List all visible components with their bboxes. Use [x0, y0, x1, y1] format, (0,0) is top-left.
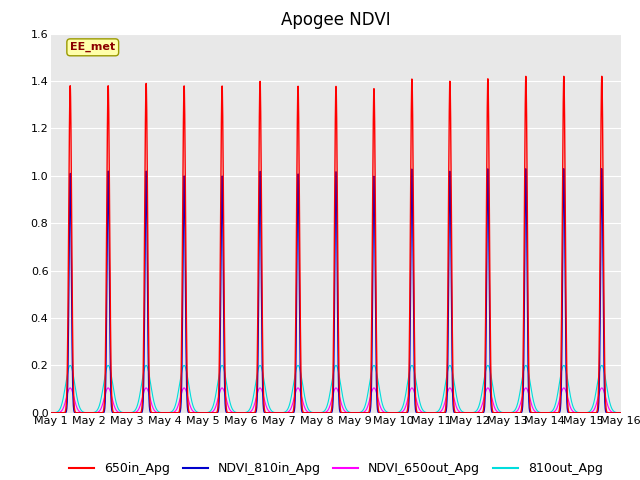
- Text: EE_met: EE_met: [70, 42, 115, 52]
- Title: Apogee NDVI: Apogee NDVI: [281, 11, 391, 29]
- Legend: 650in_Apg, NDVI_810in_Apg, NDVI_650out_Apg, 810out_Apg: 650in_Apg, NDVI_810in_Apg, NDVI_650out_A…: [65, 457, 607, 480]
